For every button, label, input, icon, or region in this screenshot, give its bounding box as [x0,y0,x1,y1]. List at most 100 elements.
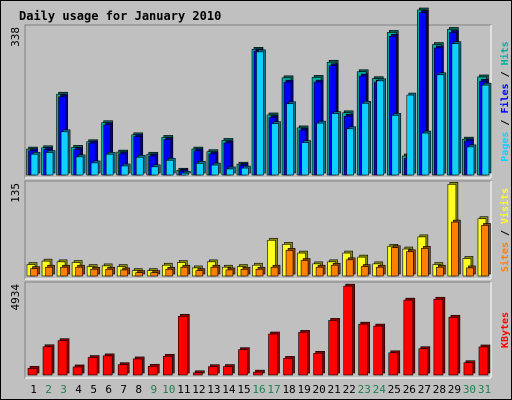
bar-kbytes-5 [87,355,100,376]
bar-sites-10 [165,266,176,277]
y-max-label-kbytes: 4934 [9,284,22,311]
bar-sites-31 [481,223,491,277]
x-tick-label-14: 14 [222,383,236,396]
x-tick-label-1: 1 [30,383,37,396]
bar-sites-18 [285,248,296,277]
bar-pages-17 [271,121,281,176]
bar-kbytes-28 [433,296,446,376]
bar-pages-6 [105,151,116,176]
bar-pages-15 [241,165,251,176]
bar-sites-17 [270,264,281,277]
bar-sites-12 [195,268,206,277]
bar-kbytes-19 [298,330,310,376]
bar-pages-18 [286,101,296,176]
bar-pages-19 [301,140,311,176]
x-tick-label-31: 31 [478,383,491,396]
bar-sites-5 [90,266,100,277]
bar-sites-23 [360,264,371,277]
bar-kbytes-23 [358,321,371,376]
bar-sites-22 [345,257,356,277]
bar-sites-11 [180,264,191,277]
bar-sites-4 [75,264,85,277]
x-tick-label-4: 4 [75,383,82,396]
x-tick-label-12: 12 [192,383,205,396]
y-max-label-visitors: 135 [9,183,22,203]
x-tick-label-28: 28 [433,383,446,396]
x-tick-label-30: 30 [463,383,476,396]
x-tick-label-15: 15 [237,383,250,396]
x-tick-label-29: 29 [448,383,461,396]
bar-sites-15 [240,266,251,277]
x-tick-label-24: 24 [373,383,387,396]
bar-sites-29 [451,219,461,277]
x-tick-label-16: 16 [252,383,265,396]
bar-sites-2 [45,264,55,277]
bar-kbytes-9 [147,363,160,376]
x-tick-label-3: 3 [60,383,67,396]
bar-sites-1 [30,266,40,277]
bar-pages-26 [406,92,417,176]
bar-kbytes-6 [102,353,115,376]
bar-pages-30 [466,144,477,176]
side-label-kbytes: KBytes [500,312,511,348]
bar-pages-12 [196,161,206,176]
x-tick-label-25: 25 [388,383,401,396]
bar-kbytes-7 [117,362,130,376]
bar-kbytes-24 [373,323,386,376]
x-tick-label-10: 10 [162,383,175,396]
panel-traffic: 338 Pages / Files / Hits [9,7,511,179]
bar-pages-1 [30,151,41,176]
bar-sites-26 [406,249,416,277]
bar-pages-5 [90,160,101,176]
bar-pages-21 [331,111,341,176]
bar-pages-2 [45,150,56,176]
bar-sites-30 [466,265,476,277]
x-tick-label-7: 7 [120,383,127,396]
bar-sites-19 [300,258,311,277]
bar-pages-23 [361,100,372,176]
x-tick-label-2: 2 [45,383,52,396]
bar-kbytes-8 [132,356,145,376]
bar-pages-13 [211,162,221,176]
bar-pages-11 [181,170,191,176]
bar-pages-4 [75,154,86,176]
bar-sites-7 [120,267,130,277]
bar-kbytes-21 [328,318,340,376]
bar-sites-16 [255,266,266,277]
bar-kbytes-30 [463,360,476,376]
bar-sites-21 [330,262,341,277]
bar-kbytes-2 [42,344,55,376]
bar-kbytes-17 [268,331,280,376]
x-tick-label-9: 9 [150,383,157,396]
x-tick-label-22: 22 [343,383,356,396]
bar-sites-25 [390,245,401,277]
bar-kbytes-20 [313,351,325,376]
bar-kbytes-31 [478,344,491,376]
chart-panels: 338 Pages / Files / Hits 135 Sites / Visits… [9,7,511,379]
bar-kbytes-11 [178,314,190,376]
x-tick-label-26: 26 [403,383,416,396]
x-axis-labels: 1 2 3 4 5 6 7 8 9 10 11 12 13 14 15 16 17 18 19 20 21 22 23 24 2… [30,383,491,396]
x-tick-label-18: 18 [282,383,295,396]
bar-pages-16 [256,49,266,176]
bar-kbytes-4 [72,364,85,376]
bar-pages-7 [120,163,131,176]
panel-visitors: 135 Sites / Visits [9,180,511,280]
bar-sites-24 [375,264,386,277]
x-tick-label-11: 11 [177,383,190,396]
x-tick-label-27: 27 [418,383,431,396]
chart-title: Daily usage for January 2010 [19,9,221,23]
bar-kbytes-1 [27,366,40,376]
bar-sites-27 [421,246,431,277]
bar-kbytes-14 [223,364,235,376]
x-tick-label-17: 17 [267,383,280,396]
bar-kbytes-16 [253,369,265,376]
bar-kbytes-3 [57,338,70,376]
bar-pages-31 [481,82,492,176]
bar-pages-8 [135,154,146,176]
bar-pages-25 [391,113,402,176]
bar-sites-9 [150,270,161,277]
side-label-traffic: Pages / Files / Hits [499,41,511,161]
